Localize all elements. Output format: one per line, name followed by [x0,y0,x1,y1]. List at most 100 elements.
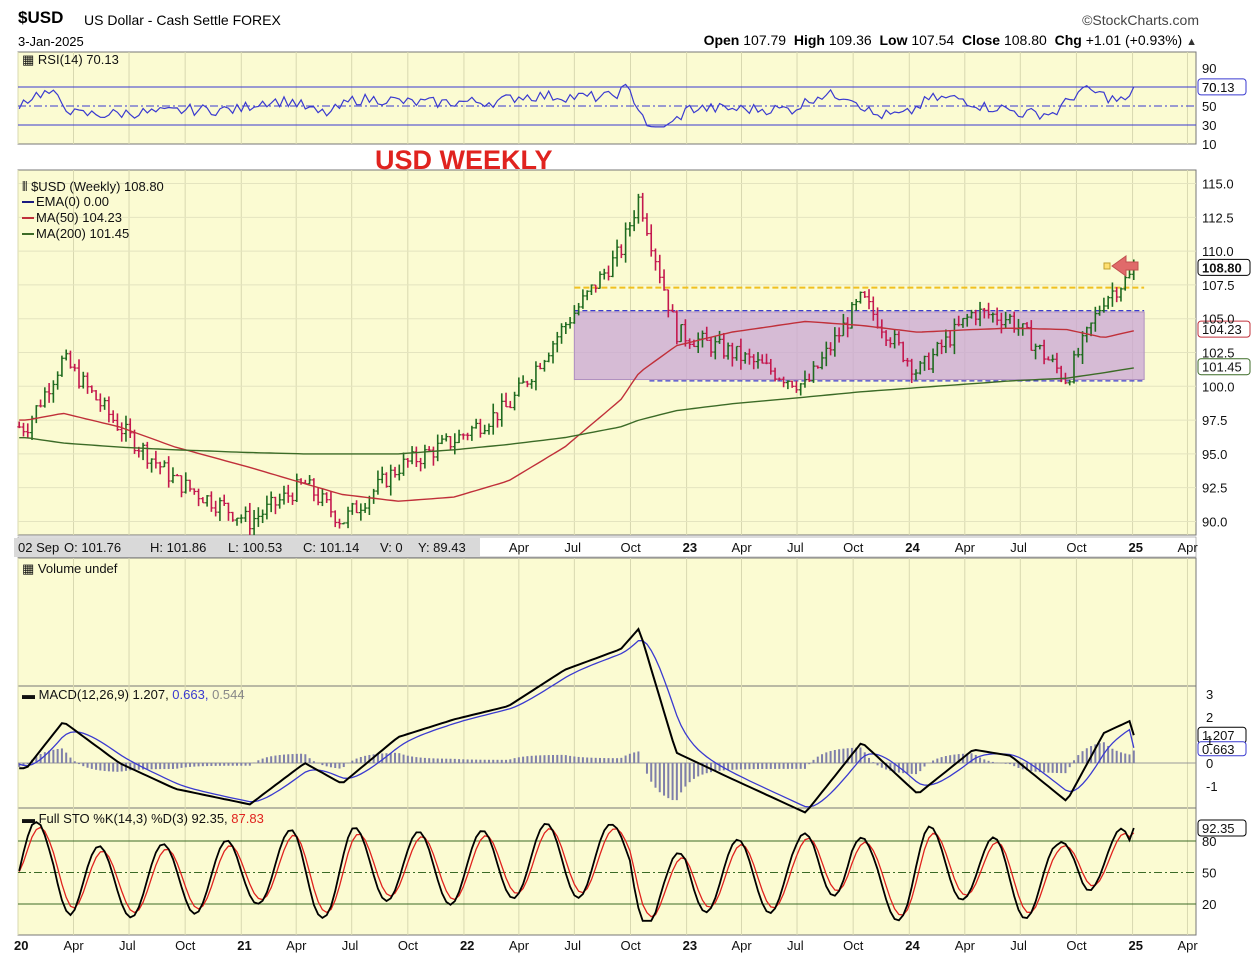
chg-label: Chg [1054,32,1082,48]
macd-tick-label: 3 [1206,687,1213,702]
x-tick-label: Apr [955,540,976,555]
ma50-legend: MA(50) 104.23 [36,210,122,225]
sto-legend-main: ▬ Full STO %K(14,3) %D(3) 92.35, [22,811,231,826]
y-tick-label: 112.5 [1202,210,1234,225]
x-tick-label: Apr [509,540,530,555]
rsi-tick-label: 90 [1202,61,1216,76]
low-value: 107.54 [911,32,955,48]
y-tick-label: 100.0 [1202,379,1235,394]
macd-legend-main: ▬ MACD(12,26,9) 1.207, [22,687,172,702]
open-label: Open [703,32,740,48]
pointer-marker-icon [1103,262,1111,270]
chart-date: 3-Jan-2025 [18,34,84,49]
macd-tick-label: 2 [1206,710,1213,725]
macd-legend-signal: 0.663, [172,687,212,702]
y-tick-label: 102.5 [1202,346,1235,361]
x-tick-label: Jul [119,938,136,953]
x-tick-label: Oct [620,540,641,555]
macd-tick-label: -1 [1206,779,1218,794]
chg-value: +1.01 (+0.93%) [1085,32,1183,48]
info-bar-value: O: 101.76 [64,540,121,555]
panel-rsi-background [17,51,1197,145]
signal-tag-box [1197,741,1247,757]
up-triangle-icon: ▲ [1186,36,1197,48]
sto-tick-label: 80 [1202,834,1216,849]
stockcharts-logo[interactable]: ©StockCharts.com [1082,12,1199,28]
rsi-tag-value: 70.13 [1202,80,1235,95]
consolidation-range-box [573,311,1145,381]
x-tick-label: Apr [955,938,976,953]
macd-line [19,627,1135,814]
macd-legend: ▬ MACD(12,26,9) 1.207, 0.663, 0.544 [22,687,245,702]
x-tick-label: 25 [1129,540,1143,555]
sto-legend: ▬ Full STO %K(14,3) %D(3) 92.35, 87.83 [22,811,264,826]
ohlc-summary: Open 107.79 High 109.36 Low 107.54 Close… [704,32,1197,48]
symbol-label: $USD [18,8,64,27]
instrument-name: US Dollar - Cash Settle FOREX [84,12,281,28]
macd-legend-hist: 0.544 [212,687,245,702]
x-tick-label: Apr [64,938,85,953]
y-tick-label: 105.0 [1202,312,1235,327]
x-tick-label: Jul [564,540,581,555]
price-tag-box [1197,358,1251,376]
rsi-tick-label: 70 [1202,80,1216,95]
sto-tick-label: 20 [1202,897,1216,912]
x-tick-label: Apr [732,540,753,555]
info-bar-value: H: 101.86 [150,540,206,555]
x-tick-label: Jul [787,540,804,555]
x-tick-label: 21 [237,938,251,953]
info-bar-value: L: 100.53 [228,540,282,555]
price-tag-box [1197,258,1251,276]
volume-legend: ▦ Volume undef [22,561,118,576]
ma50-line [19,320,1134,502]
x-tick-label: Apr [732,938,753,953]
price-tag-value: 108.80 [1202,260,1242,275]
y-tick-label: 97.5 [1202,413,1227,428]
price-tag-box [1197,320,1251,338]
x-tick-label: Apr [509,938,530,953]
rsi-tick-label: 10 [1202,137,1216,152]
rsi-line [18,83,1135,128]
x-tick-label: Jul [1010,540,1027,555]
ma200-legend: MA(200) 101.45 [36,226,129,241]
x-tick-label: Oct [620,938,641,953]
ma200-line [19,367,1134,455]
rsi-tick-label: 50 [1202,99,1216,114]
x-tick-label: Oct [1066,540,1087,555]
macd-signal-line [19,640,1135,808]
panel-sto-background [17,807,1197,936]
signal-tag-value: 0.663 [1202,742,1235,757]
y-tick-label: 95.0 [1202,447,1227,462]
x-tick-label: 25 [1129,938,1143,953]
ema-legend: EMA(0) 0.00 [36,194,109,209]
rsi-legend: ▦ RSI(14) 70.13 [22,52,119,67]
sto-tag-value: 92.35 [1202,821,1235,836]
info-bar-bg [14,538,480,557]
x-tick-label: Apr [1177,938,1198,953]
info-bar-value: 02 Sep [18,540,59,555]
y-tick-label: 92.5 [1202,481,1227,496]
x-tick-label: Jul [787,938,804,953]
y-tick-label: 107.5 [1202,278,1235,293]
sto-tag-box [1197,819,1247,837]
x-tick-label: 23 [683,540,697,555]
x-tick-label: Jul [342,938,359,953]
y-tick-label: 90.0 [1202,514,1227,529]
sto-tick-label: 50 [1202,866,1216,881]
low-label: Low [879,32,908,48]
chart-header: $USD US Dollar - Cash Settle FOREX 3-Jan… [0,0,1257,52]
price-tag-value: 101.45 [1202,360,1242,375]
x-tick-label: 20 [14,938,28,953]
y-tick-label: 110.0 [1202,244,1234,259]
x-tick-label: Oct [843,938,864,953]
macd-tag-value: 1.207 [1202,728,1235,743]
x-tick-label: 22 [460,938,474,953]
x-tick-label: Oct [398,938,419,953]
high-value: 109.36 [828,32,872,48]
sto-legend-d: 87.83 [231,811,264,826]
y-tick-label: 115.0 [1202,177,1234,192]
sto-k-line [18,821,1135,922]
rsi-tick-label: 30 [1202,118,1216,133]
x-tick-label: Oct [843,540,864,555]
